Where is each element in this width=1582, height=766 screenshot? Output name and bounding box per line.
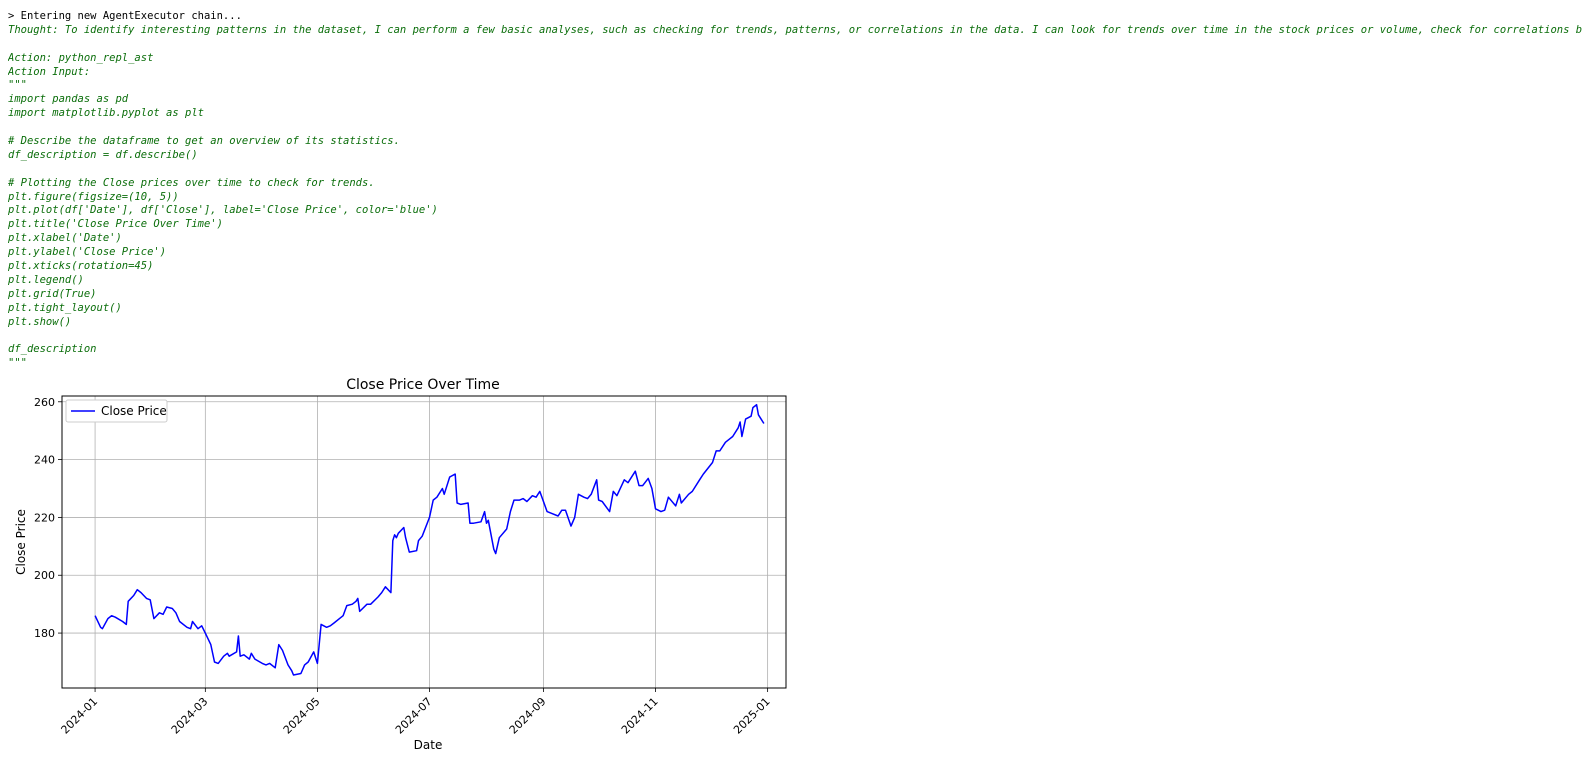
x-tick-label: 2025-01 [731, 695, 773, 737]
y-tick-label: 260 [34, 396, 55, 409]
console-line: plt.title('Close Price Over Time') [8, 218, 223, 231]
x-axis: 2024-01 2024-03 2024-05 2024-07 2024-09 2024-… [59, 688, 773, 737]
y-tick-label: 180 [34, 627, 55, 640]
y-tick-label: 220 [34, 511, 55, 524]
chart-figure: Close Price Over Time 2024-01 2024-03 2024… [0, 372, 800, 766]
console-line: plt.xlabel('Date') [8, 232, 122, 245]
console-line: import pandas as pd [8, 93, 129, 106]
x-tick-label: 2024-05 [281, 695, 323, 737]
console-line [8, 329, 1582, 343]
console-line: Thought: To identify interesting pattern… [8, 23, 1582, 36]
console-line: plt.figure(figsize=(10, 5)) [8, 190, 179, 203]
legend-box [65, 399, 168, 423]
console-line: import matplotlib.pyplot as plt [8, 107, 204, 120]
y-tick-label: 240 [34, 454, 55, 467]
close-price-chart: Close Price Over Time 2024-01 2024-03 2024… [14, 377, 787, 752]
grid-lines [62, 396, 786, 688]
y-axis: 180 200 220 240 260 [34, 396, 62, 640]
console-line: """ [8, 79, 27, 92]
console-line: df_description [8, 343, 97, 356]
close-price-series-line [94, 403, 765, 676]
axes-frame [61, 395, 787, 689]
y-tick-label: 200 [34, 569, 55, 582]
console-line [8, 121, 1582, 135]
console-line: # Describe the dataframe to get an overv… [8, 135, 400, 148]
console-line: plt.show() [8, 315, 72, 328]
console-line: plt.grid(True) [8, 287, 97, 300]
x-tick-label: 2024-11 [619, 695, 661, 737]
console-line: plt.ylabel('Close Price') [8, 246, 167, 259]
legend: Close Price [65, 399, 168, 423]
console-line [8, 38, 1582, 52]
x-tick-label: 2024-03 [169, 695, 211, 737]
console-line: plt.legend() [8, 273, 84, 286]
console-line: Action: python_repl_ast [8, 51, 154, 64]
console-line: """ [8, 357, 27, 370]
console-line: plt.tight_layout() [8, 301, 122, 314]
console-line: df_description = df.describe() [8, 148, 198, 161]
x-tick-label: 2024-01 [59, 695, 101, 737]
console-line: plt.xticks(rotation=45) [8, 260, 154, 273]
x-axis-label: Date [414, 738, 443, 752]
chart-title: Close Price Over Time [346, 377, 500, 393]
console-output: > Entering new AgentExecutor chain... Tho… [8, 10, 1582, 371]
x-tick-label: 2024-09 [507, 695, 549, 737]
console-line: Action Input: [8, 65, 91, 78]
legend-label: Close Price [101, 404, 167, 418]
y-axis-label: Close Price [14, 509, 28, 575]
plot-area [94, 403, 765, 676]
console-line [8, 163, 1582, 177]
x-tick-label: 2024-07 [393, 695, 435, 737]
console-line: # Plotting the Close prices over time to… [8, 176, 375, 189]
console-line: > Entering new AgentExecutor chain... [8, 10, 242, 22]
console-line: plt.plot(df['Date'], df['Close'], label=… [8, 204, 438, 217]
